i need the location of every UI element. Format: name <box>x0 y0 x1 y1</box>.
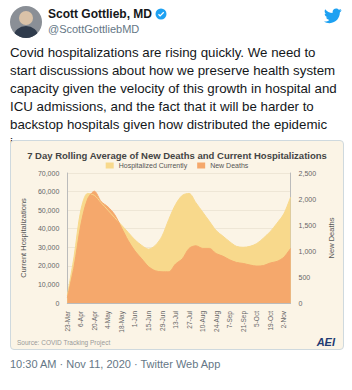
svg-text:40,000: 40,000 <box>38 225 60 232</box>
svg-text:2-Nov: 2-Nov <box>280 310 287 328</box>
svg-text:AEI: AEI <box>316 336 336 348</box>
svg-text:0: 0 <box>299 300 303 307</box>
svg-text:15-Jun: 15-Jun <box>145 311 152 331</box>
svg-text:5-Oct: 5-Oct <box>253 311 260 327</box>
svg-text:30,000: 30,000 <box>38 244 60 251</box>
svg-text:New Deaths: New Deaths <box>327 217 336 258</box>
svg-text:21-Sep: 21-Sep <box>240 311 248 332</box>
svg-text:50,000: 50,000 <box>38 207 60 214</box>
svg-text:7-Sep: 7-Sep <box>226 311 234 329</box>
svg-text:18-May: 18-May <box>118 310 126 332</box>
svg-text:10-Aug: 10-Aug <box>199 311 207 332</box>
svg-text:13-Jul: 13-Jul <box>172 310 179 328</box>
svg-text:4-May: 4-May <box>104 310 112 329</box>
svg-text:500: 500 <box>299 274 311 281</box>
svg-text:24-Aug: 24-Aug <box>213 311 221 332</box>
svg-text:1,500: 1,500 <box>299 222 317 229</box>
svg-text:Hospitalized Currently: Hospitalized Currently <box>119 162 188 170</box>
svg-text:2,000: 2,000 <box>299 196 317 203</box>
svg-text:70,000: 70,000 <box>38 170 60 177</box>
svg-text:60,000: 60,000 <box>38 188 60 195</box>
svg-text:1,000: 1,000 <box>299 248 317 255</box>
svg-text:20,000: 20,000 <box>38 262 60 269</box>
svg-text:20-Apr: 20-Apr <box>91 310 99 330</box>
html-text:@ScottGottliebMD: @ScottGottliebMD <box>48 23 140 35</box>
svg-text:27-Jul: 27-Jul <box>186 310 193 328</box>
svg-text:7 Day Rolling Average of New D: 7 Day Rolling Average of New Deaths and … <box>27 150 327 161</box>
svg-text:19-Oct: 19-Oct <box>267 311 274 331</box>
html-text:Covid hospitalizations are ris: Covid hospitalizations are rising quickl… <box>10 45 337 150</box>
svg-text:29-Jun: 29-Jun <box>159 311 166 331</box>
svg-text:0: 0 <box>55 300 59 307</box>
html-text:Scott Gottlieb, MD: Scott Gottlieb, MD <box>48 7 152 21</box>
svg-text:23-Mar: 23-Mar <box>64 310 71 331</box>
svg-text:New Deaths: New Deaths <box>210 162 249 169</box>
svg-text:Current Hospitalizations: Current Hospitalizations <box>19 198 28 278</box>
svg-text:1-Jun: 1-Jun <box>131 311 138 328</box>
svg-text:Source: COVID Tracking Project: Source: COVID Tracking Project <box>17 339 110 347</box>
svg-text:6-Apr: 6-Apr <box>77 310 85 327</box>
html-text:10:30 AM · Nov 11, 2020 · Twit: 10:30 AM · Nov 11, 2020 · Twitter Web Ap… <box>10 358 221 370</box>
svg-text:2,500: 2,500 <box>299 170 317 177</box>
svg-text:10,000: 10,000 <box>38 281 60 288</box>
